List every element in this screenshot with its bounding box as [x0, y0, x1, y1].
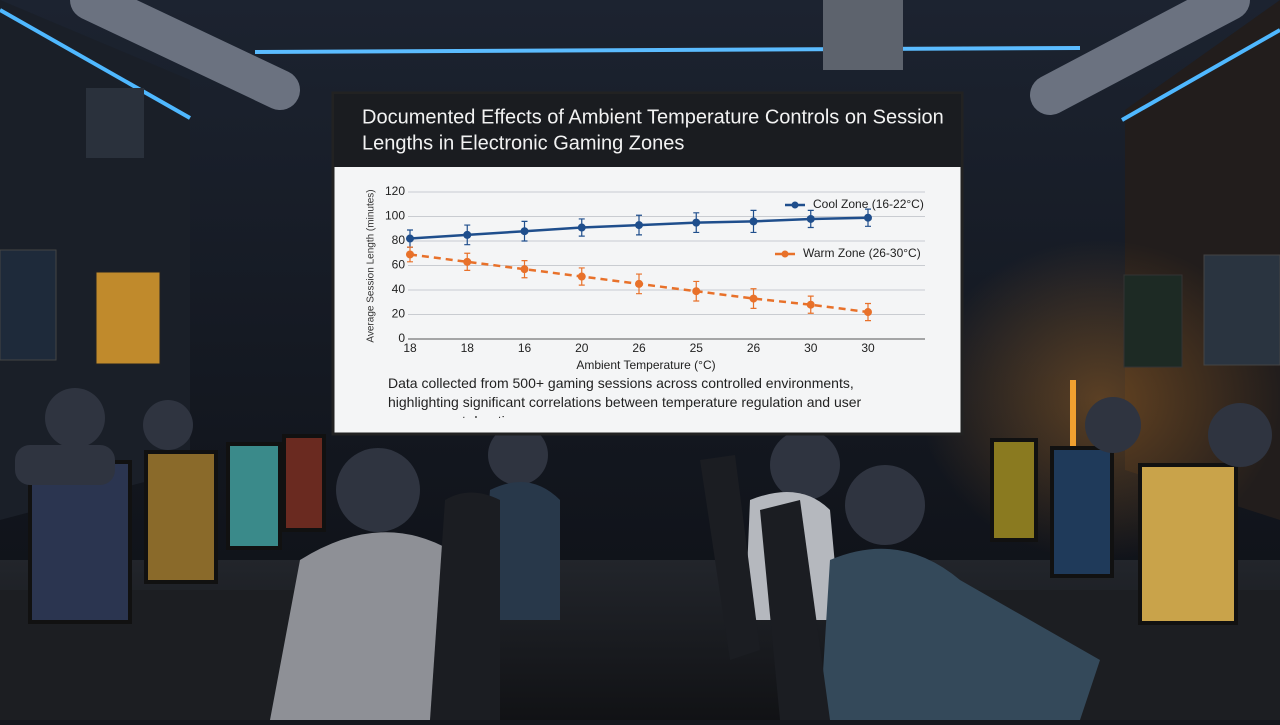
- x-tick-label: 30: [804, 341, 818, 355]
- monitor: [226, 442, 282, 550]
- legend-label: Cool Zone (16-22°C): [813, 197, 924, 211]
- monitor: [990, 438, 1038, 542]
- chart-title: Lengths in Electronic Gaming Zones: [362, 132, 684, 154]
- person-head: [45, 388, 105, 448]
- caption-box: Data collected from 500+ gaming sessions…: [388, 375, 862, 418]
- x-tick-label: 26: [747, 341, 761, 355]
- data-point: [577, 223, 586, 232]
- person-head: [488, 425, 548, 485]
- chair: [760, 500, 830, 720]
- data-point: [692, 287, 701, 296]
- person-body: [820, 548, 1100, 720]
- monitor: [28, 460, 132, 624]
- neon-strip: [0, 8, 191, 120]
- y-tick-label: 100: [385, 209, 405, 223]
- data-point: [406, 234, 414, 243]
- x-tick-label: 16: [518, 341, 532, 355]
- duct: [70, 0, 300, 110]
- x-tick-label: 25: [690, 341, 704, 355]
- people: [15, 388, 1272, 720]
- data-point: [520, 265, 529, 274]
- data-point: [406, 250, 414, 259]
- data-point: [749, 294, 758, 303]
- x-tick-label: 26: [632, 341, 646, 355]
- data-point: [520, 227, 529, 236]
- wall-monitor: [1203, 254, 1280, 366]
- caption: Data collected from 500+ gaming sessions…: [388, 375, 862, 418]
- data-point: [692, 218, 701, 227]
- person-head: [336, 448, 420, 532]
- light-bar: [1070, 380, 1076, 450]
- chart-title: Documented Effects of Ambient Temperatur…: [362, 106, 944, 128]
- data-point: [864, 308, 872, 317]
- chair: [430, 492, 500, 720]
- wall-monitor: [95, 271, 161, 365]
- x-tick-label: 20: [575, 341, 589, 355]
- data-point: [463, 257, 472, 266]
- wall-monitor: [0, 249, 57, 361]
- y-tick-label: 0: [398, 331, 405, 345]
- chair: [700, 455, 760, 660]
- person-head: [1085, 397, 1141, 453]
- person-body: [15, 445, 115, 485]
- duct: [823, 0, 903, 70]
- person-head: [1208, 403, 1272, 467]
- data-point: [635, 221, 643, 230]
- y-tick-label: 120: [385, 184, 405, 198]
- person-head: [845, 465, 925, 545]
- y-tick-label: 60: [392, 258, 406, 272]
- y-tick-label: 20: [392, 307, 406, 321]
- monitor: [282, 434, 326, 532]
- person-head: [770, 430, 840, 500]
- y-tick-label: 40: [392, 282, 406, 296]
- data-point: [463, 230, 472, 239]
- title-bar: [334, 94, 961, 167]
- data-point: [806, 300, 815, 309]
- legend-swatch: [791, 201, 799, 209]
- x-tick-label: 18: [461, 341, 475, 355]
- x-axis-label: Ambient Temperature (°C): [576, 358, 715, 372]
- y-axis-label: Average Session Length (minutes): [366, 189, 377, 342]
- wall-monitor: [1123, 274, 1183, 368]
- duct: [1030, 0, 1250, 115]
- neon-strip: [254, 46, 1081, 54]
- data-point: [635, 279, 643, 288]
- chart: 0 20 40 60 80 100 120 18 18 16 20 26 25 26 30 30 Cool Zo…: [385, 184, 925, 355]
- person-body: [270, 532, 470, 720]
- legend-label: Warm Zone (26-30°C): [803, 246, 921, 260]
- monitor: [1050, 446, 1114, 578]
- monitor: [1138, 463, 1238, 625]
- data-point: [864, 213, 872, 222]
- vent: [86, 88, 144, 158]
- data-point: [806, 214, 815, 223]
- y-tick-label: 80: [392, 233, 406, 247]
- data-point: [749, 217, 758, 226]
- person-head: [143, 400, 193, 450]
- x-tick-label: 18: [403, 341, 417, 355]
- neon-strip: [1121, 28, 1280, 122]
- x-tick-label: 30: [861, 341, 875, 355]
- legend-swatch: [781, 250, 789, 258]
- monitor: [144, 450, 218, 584]
- data-point: [577, 272, 586, 281]
